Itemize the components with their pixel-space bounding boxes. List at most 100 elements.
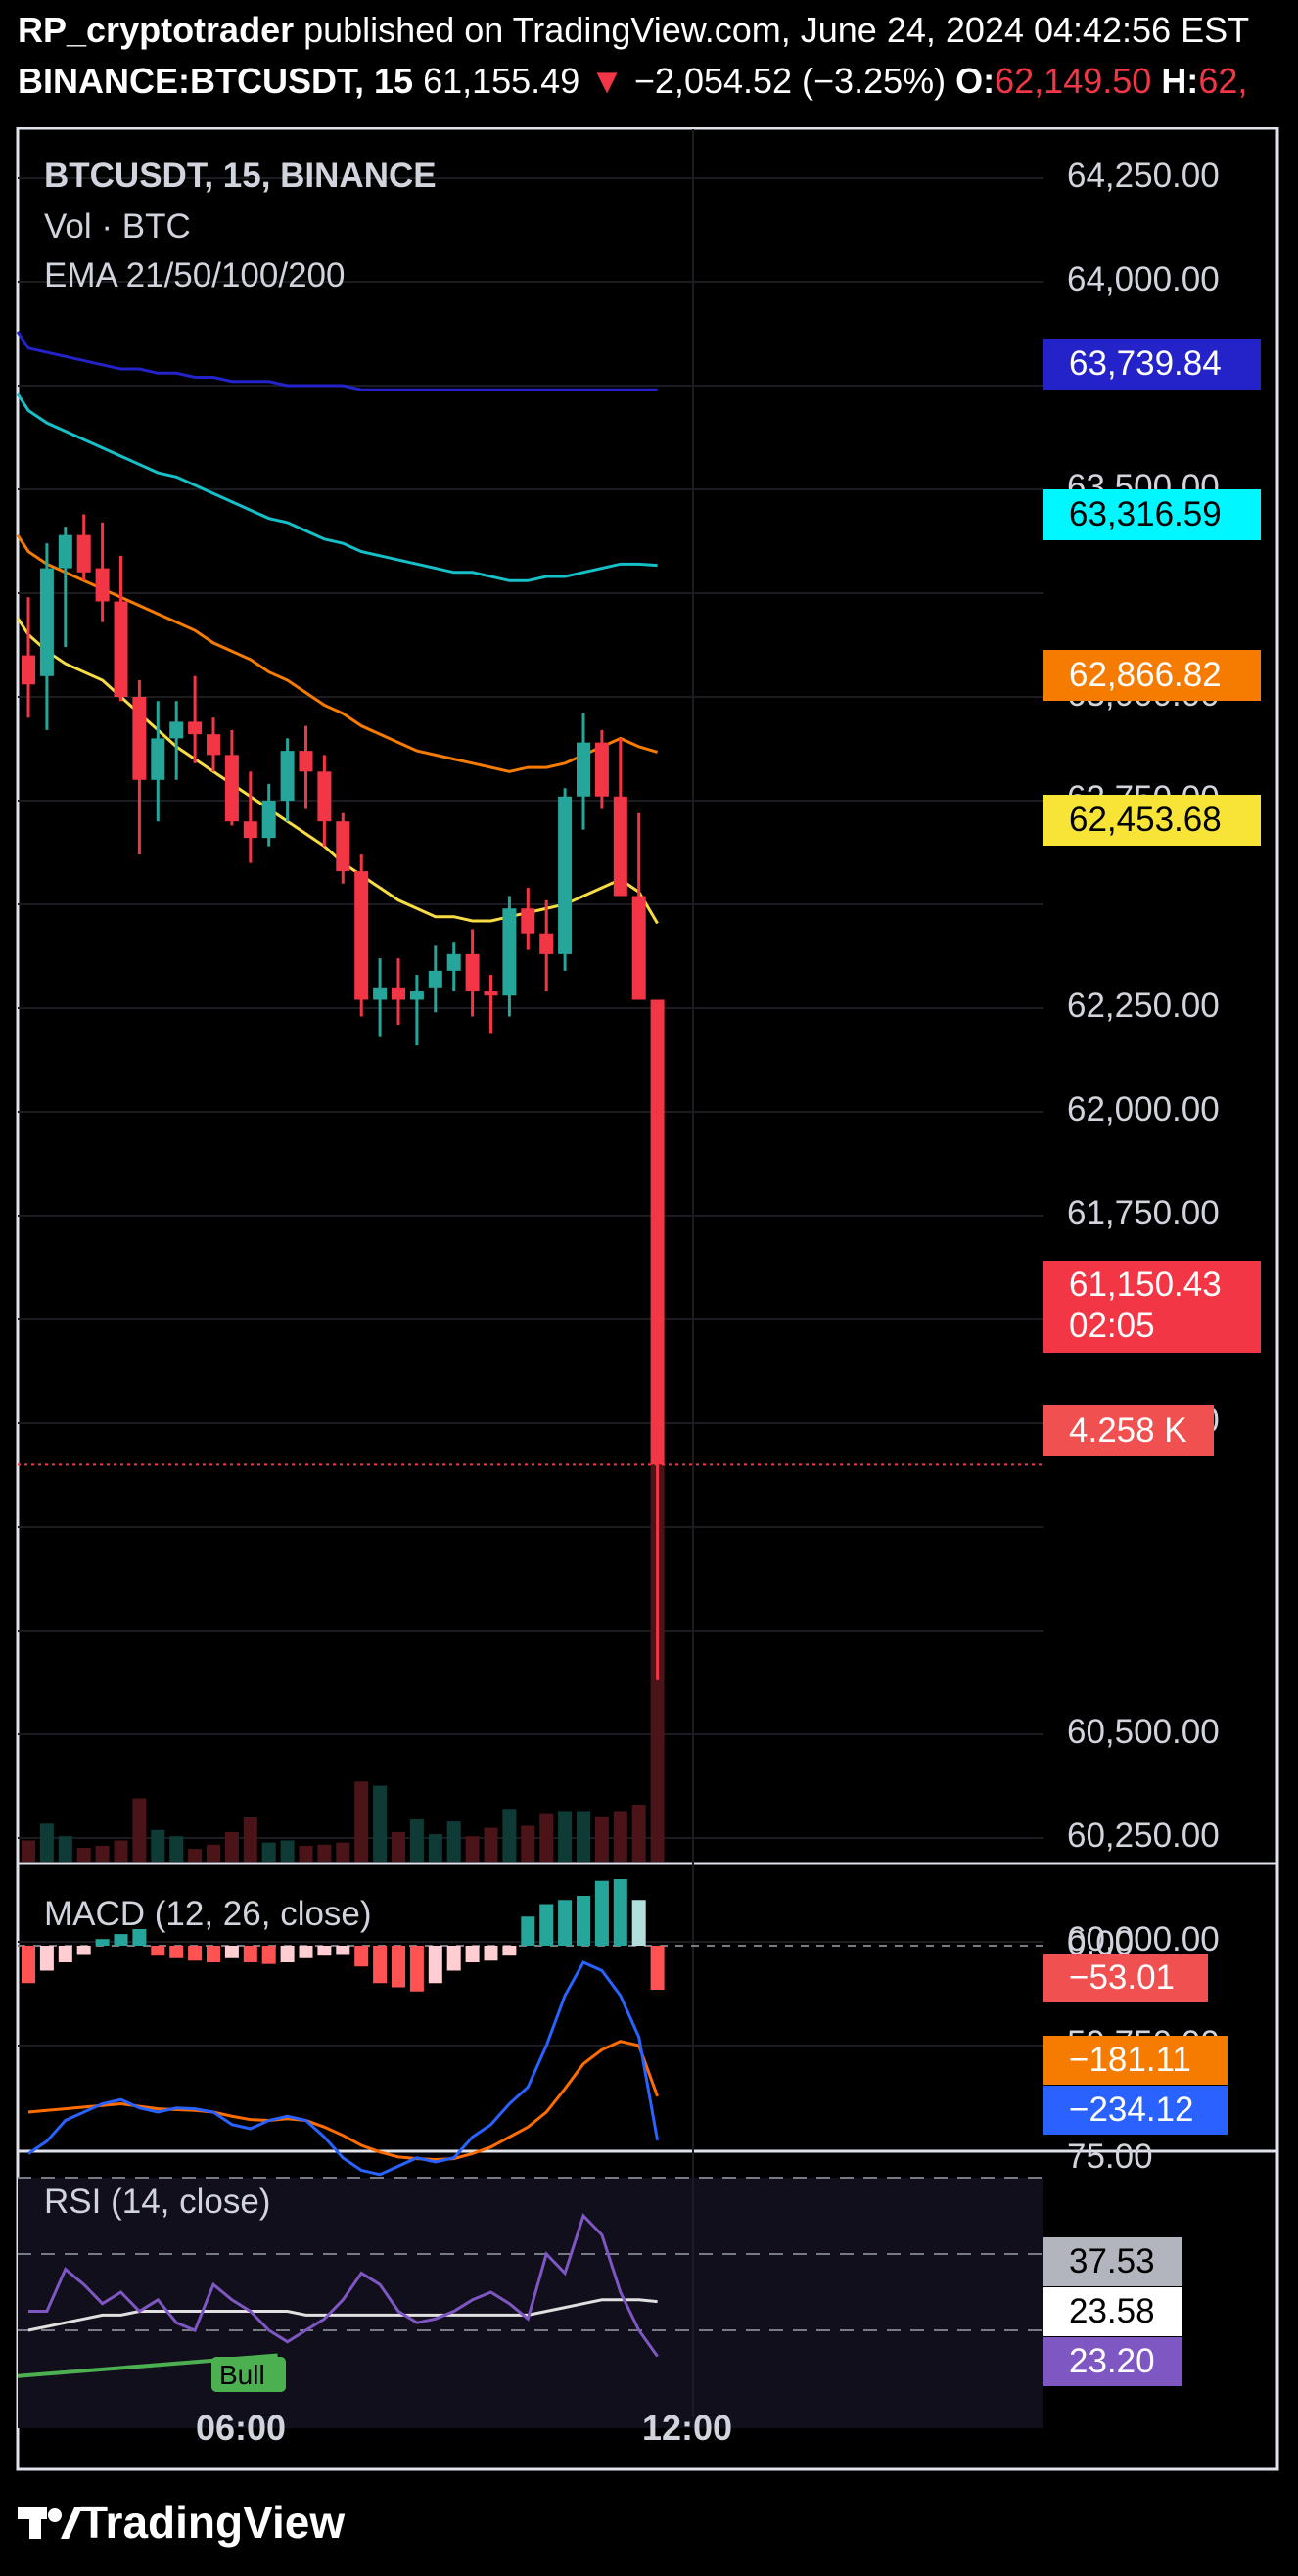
rsi-ma-line: [27, 2298, 658, 2332]
bull-label-box: [211, 2357, 286, 2392]
price-axis-label: 60,500.00: [1067, 1713, 1220, 1751]
macd-hist-bar: [392, 1946, 405, 1988]
macd-hist-tag: −53.01: [1043, 1954, 1208, 2002]
candle-body: [558, 796, 573, 954]
footer-brand[interactable]: TradingView: [80, 2497, 346, 2548]
volume-bar: [299, 1845, 313, 1862]
volume-bar: [613, 1811, 627, 1862]
candle-body: [502, 908, 517, 996]
candle-body: [428, 970, 442, 988]
macd-hist-bar: [484, 1946, 498, 1961]
macd-pane: [18, 1879, 1043, 2177]
macd-hist-bar: [521, 1916, 535, 1946]
volume-bar: [336, 1842, 350, 1862]
macd-hist-bar: [317, 1946, 332, 1956]
macd-hist-bar: [280, 1946, 295, 1962]
volume-bar: [280, 1840, 295, 1862]
volume-bar: [207, 1844, 220, 1862]
ema50-line: [16, 533, 659, 773]
macd-hist-bar: [169, 1946, 184, 1958]
author-name[interactable]: RP_cryptotrader: [18, 10, 295, 50]
time-label-1200: 12:00: [642, 2408, 733, 2448]
candle-body: [336, 821, 350, 872]
countdown: 02:05: [1069, 1307, 1155, 1345]
last-price-value: 61,150.43: [1069, 1265, 1222, 1304]
candle-body: [261, 801, 276, 839]
legend-macd[interactable]: MACD (12, 26, close): [44, 1895, 372, 1933]
macd-hist-bar: [594, 1880, 609, 1946]
volume-bar: [558, 1811, 573, 1862]
bull-label: Bull: [219, 2360, 265, 2390]
ema50-tag: 62,866.82: [1043, 650, 1261, 701]
published-text: published on TradingView.com, June 24, 2…: [303, 10, 1250, 50]
volume-bar: [577, 1811, 590, 1862]
volume-bar: [631, 1804, 646, 1862]
price-axis-label: 60,250.00: [1067, 1817, 1220, 1855]
candle-body: [132, 697, 147, 780]
bull-divergence: Bull: [211, 2357, 286, 2392]
legend-rsi[interactable]: RSI (14, close): [44, 2183, 271, 2221]
macd-hist-bar: [207, 1946, 220, 1962]
down-arrow-icon: ▼: [589, 61, 625, 101]
open-label: O:: [955, 61, 996, 101]
volume-bar: [446, 1821, 461, 1862]
volume-bar: [392, 1831, 405, 1862]
volume-bar: [151, 1829, 165, 1862]
macd-hist-bar: [354, 1946, 369, 1967]
candles[interactable]: [22, 514, 665, 1680]
macd-hist-bar: [539, 1904, 554, 1946]
candle-body: [465, 953, 480, 992]
macd-hist-bar: [409, 1946, 424, 1992]
macd-hist-bar: [428, 1946, 442, 1984]
legend-ema[interactable]: EMA 21/50/100/200: [44, 256, 346, 295]
symbol-line: BINANCE:BTCUSDT, 15 61,155.49 ▼ −2,054.5…: [18, 61, 1247, 102]
legend-volume[interactable]: Vol · BTC: [44, 207, 191, 246]
candle-body: [188, 721, 203, 735]
macd-hist-bar: [650, 1946, 665, 1991]
volume-bar: [261, 1842, 276, 1862]
volume-bar: [502, 1809, 517, 1862]
volume-bar: [465, 1836, 480, 1862]
legend-symbol[interactable]: BTCUSDT, 15, BINANCE: [44, 157, 437, 195]
macd-line: [27, 1960, 660, 2177]
price-change: −2,054.52 (−3.25%): [633, 61, 947, 101]
tradingview-logo-icon[interactable]: [18, 2494, 82, 2553]
candle-body: [392, 987, 405, 1000]
candle-body: [95, 568, 110, 602]
ema-lines: [16, 331, 659, 925]
time-label-0600: 06:00: [196, 2408, 287, 2448]
candle-body: [373, 987, 388, 1000]
candle-body: [354, 871, 369, 1000]
candle-body: [577, 742, 590, 797]
grid: [18, 129, 1043, 2417]
macd-hist-bar: [465, 1946, 480, 1962]
volume-bar: [22, 1840, 35, 1862]
candle-body: [58, 534, 72, 569]
candle-body: [317, 771, 332, 822]
candle-body: [207, 734, 220, 756]
ema200-tag: 63,739.84: [1043, 339, 1261, 390]
volume-tag: 4.258 K: [1043, 1405, 1214, 1456]
ema21-tag: 62,453.68: [1043, 795, 1261, 846]
last-price: 61,155.49: [423, 61, 580, 101]
high-value: 62,: [1198, 61, 1248, 101]
volume-bar: [354, 1781, 369, 1862]
candle-body: [299, 751, 313, 772]
chart-canvas[interactable]: Bull: [0, 127, 1298, 2476]
volume-bar: [539, 1813, 554, 1862]
volume-bar: [224, 1831, 239, 1862]
macd-hist-bar: [39, 1946, 54, 1971]
ema100-tag: 63,316.59: [1043, 489, 1261, 540]
volume-bar: [317, 1844, 332, 1862]
candle-body: [539, 933, 554, 954]
ema100-line: [16, 392, 658, 582]
macd-hist-bar: [336, 1946, 350, 1955]
volume-bar: [428, 1834, 442, 1862]
volume-bar: [39, 1823, 54, 1862]
volume-bar: [521, 1825, 535, 1862]
candle-body: [484, 991, 498, 996]
macd-hist-bar: [243, 1946, 257, 1962]
macd-hist-bar: [577, 1896, 590, 1946]
candle-body: [650, 999, 665, 1465]
candle-body: [243, 821, 257, 839]
